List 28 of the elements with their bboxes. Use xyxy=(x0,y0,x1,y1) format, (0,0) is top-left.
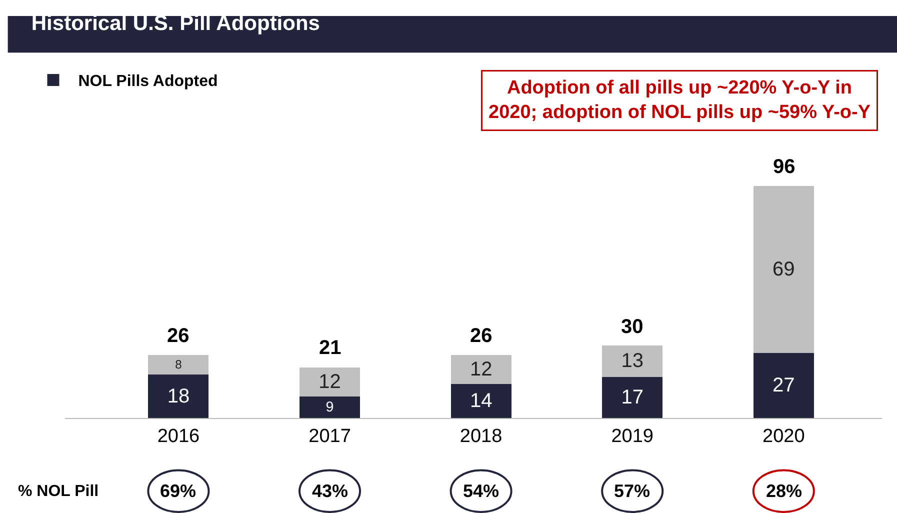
data-label: 9 xyxy=(326,399,334,416)
data-label: 14 xyxy=(470,390,492,412)
text: 28% xyxy=(766,481,802,501)
data-label: 18 xyxy=(167,385,190,408)
data-label: 12 xyxy=(470,358,492,381)
total-label: 96 xyxy=(773,156,796,178)
text: 69% xyxy=(160,481,196,501)
x-tick-label: 2017 xyxy=(308,426,351,447)
x-tick-label: 2018 xyxy=(460,426,502,447)
text: 43% xyxy=(312,481,348,501)
legend-label: NOL Pills Adopted xyxy=(78,73,218,90)
x-tick-label: 2019 xyxy=(611,426,654,447)
total-label: 26 xyxy=(470,325,492,347)
data-label: 27 xyxy=(772,374,795,396)
text: Adoption of all pills up ~220% Y-o-Y in 2020; adoption of NOL pills up ~59% Y-o-Y xyxy=(488,78,871,124)
data-label: 12 xyxy=(318,370,341,393)
data-label: 17 xyxy=(621,386,644,408)
text: 57% xyxy=(614,481,650,501)
total-label: 30 xyxy=(621,316,644,338)
x-tick-label: 2020 xyxy=(762,426,805,447)
x-tick-label: 2016 xyxy=(157,426,200,447)
data-label: 8 xyxy=(175,357,182,372)
text: 54% xyxy=(463,481,500,501)
text: % NOL Pill xyxy=(18,483,99,500)
data-label: 69 xyxy=(772,258,795,280)
total-label: 21 xyxy=(319,337,342,359)
total-label: 26 xyxy=(167,325,190,347)
data-label: 13 xyxy=(621,350,644,372)
